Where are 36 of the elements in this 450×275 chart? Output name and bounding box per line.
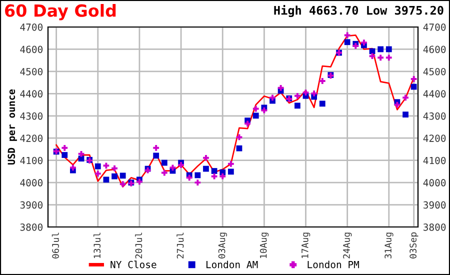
chart-title: 60 Day Gold — [5, 4, 116, 20]
y-tick-label: 4400 — [20, 90, 43, 98]
x-tick-label: 13Jul — [93, 232, 101, 258]
chart-subtitle: High 4663.70 Low 3975.20 — [274, 4, 444, 18]
x-tick-label: 10Aug — [260, 232, 269, 258]
y2-tick-label: 4500 — [423, 68, 446, 76]
y-tick-label: 3800 — [20, 224, 43, 231]
y-tick-label: 4500 — [20, 68, 43, 76]
y2-tick-label: 4100 — [423, 156, 446, 164]
legend-label: NY Close — [110, 260, 156, 268]
y-tick-label: 4000 — [20, 179, 43, 186]
x-tick-label: 20Jul — [135, 232, 142, 258]
y2-tick-label: 4300 — [423, 112, 446, 120]
legend-label: London AM — [206, 260, 258, 268]
y2-tick-label: 4200 — [423, 134, 446, 142]
y-tick-label: 4200 — [20, 134, 43, 142]
y2-tick-label: 4400 — [423, 90, 446, 98]
y-tick-label: 3900 — [20, 201, 43, 209]
x-tick-label: 24Aug — [343, 232, 352, 258]
y2-tick-label: 3900 — [424, 201, 446, 209]
x-tick-label: 17Aug — [302, 232, 310, 258]
y2-tick-label: 3800 — [424, 224, 446, 231]
y-axis-title: USD per ounce — [8, 89, 17, 165]
x-tick-label: 06Jul — [52, 232, 59, 258]
y-tick-label: 4600 — [20, 46, 43, 54]
x-tick-label: 27Jul — [176, 232, 184, 258]
x-tick-label: 03Sep — [410, 232, 418, 258]
y2-tick-label: 4600 — [423, 46, 446, 54]
x-tick-label: 31Aug — [384, 232, 394, 258]
y-tick-label: 4700 — [20, 24, 43, 31]
y2-tick-label: 4000 — [423, 179, 446, 186]
legend-label: London PM — [308, 260, 360, 268]
y-tick-label: 4100 — [20, 156, 43, 164]
y2-tick-label: 4700 — [423, 24, 446, 31]
y-tick-label: 4300 — [20, 112, 43, 120]
x-tick-label: 03Aug — [218, 232, 227, 258]
